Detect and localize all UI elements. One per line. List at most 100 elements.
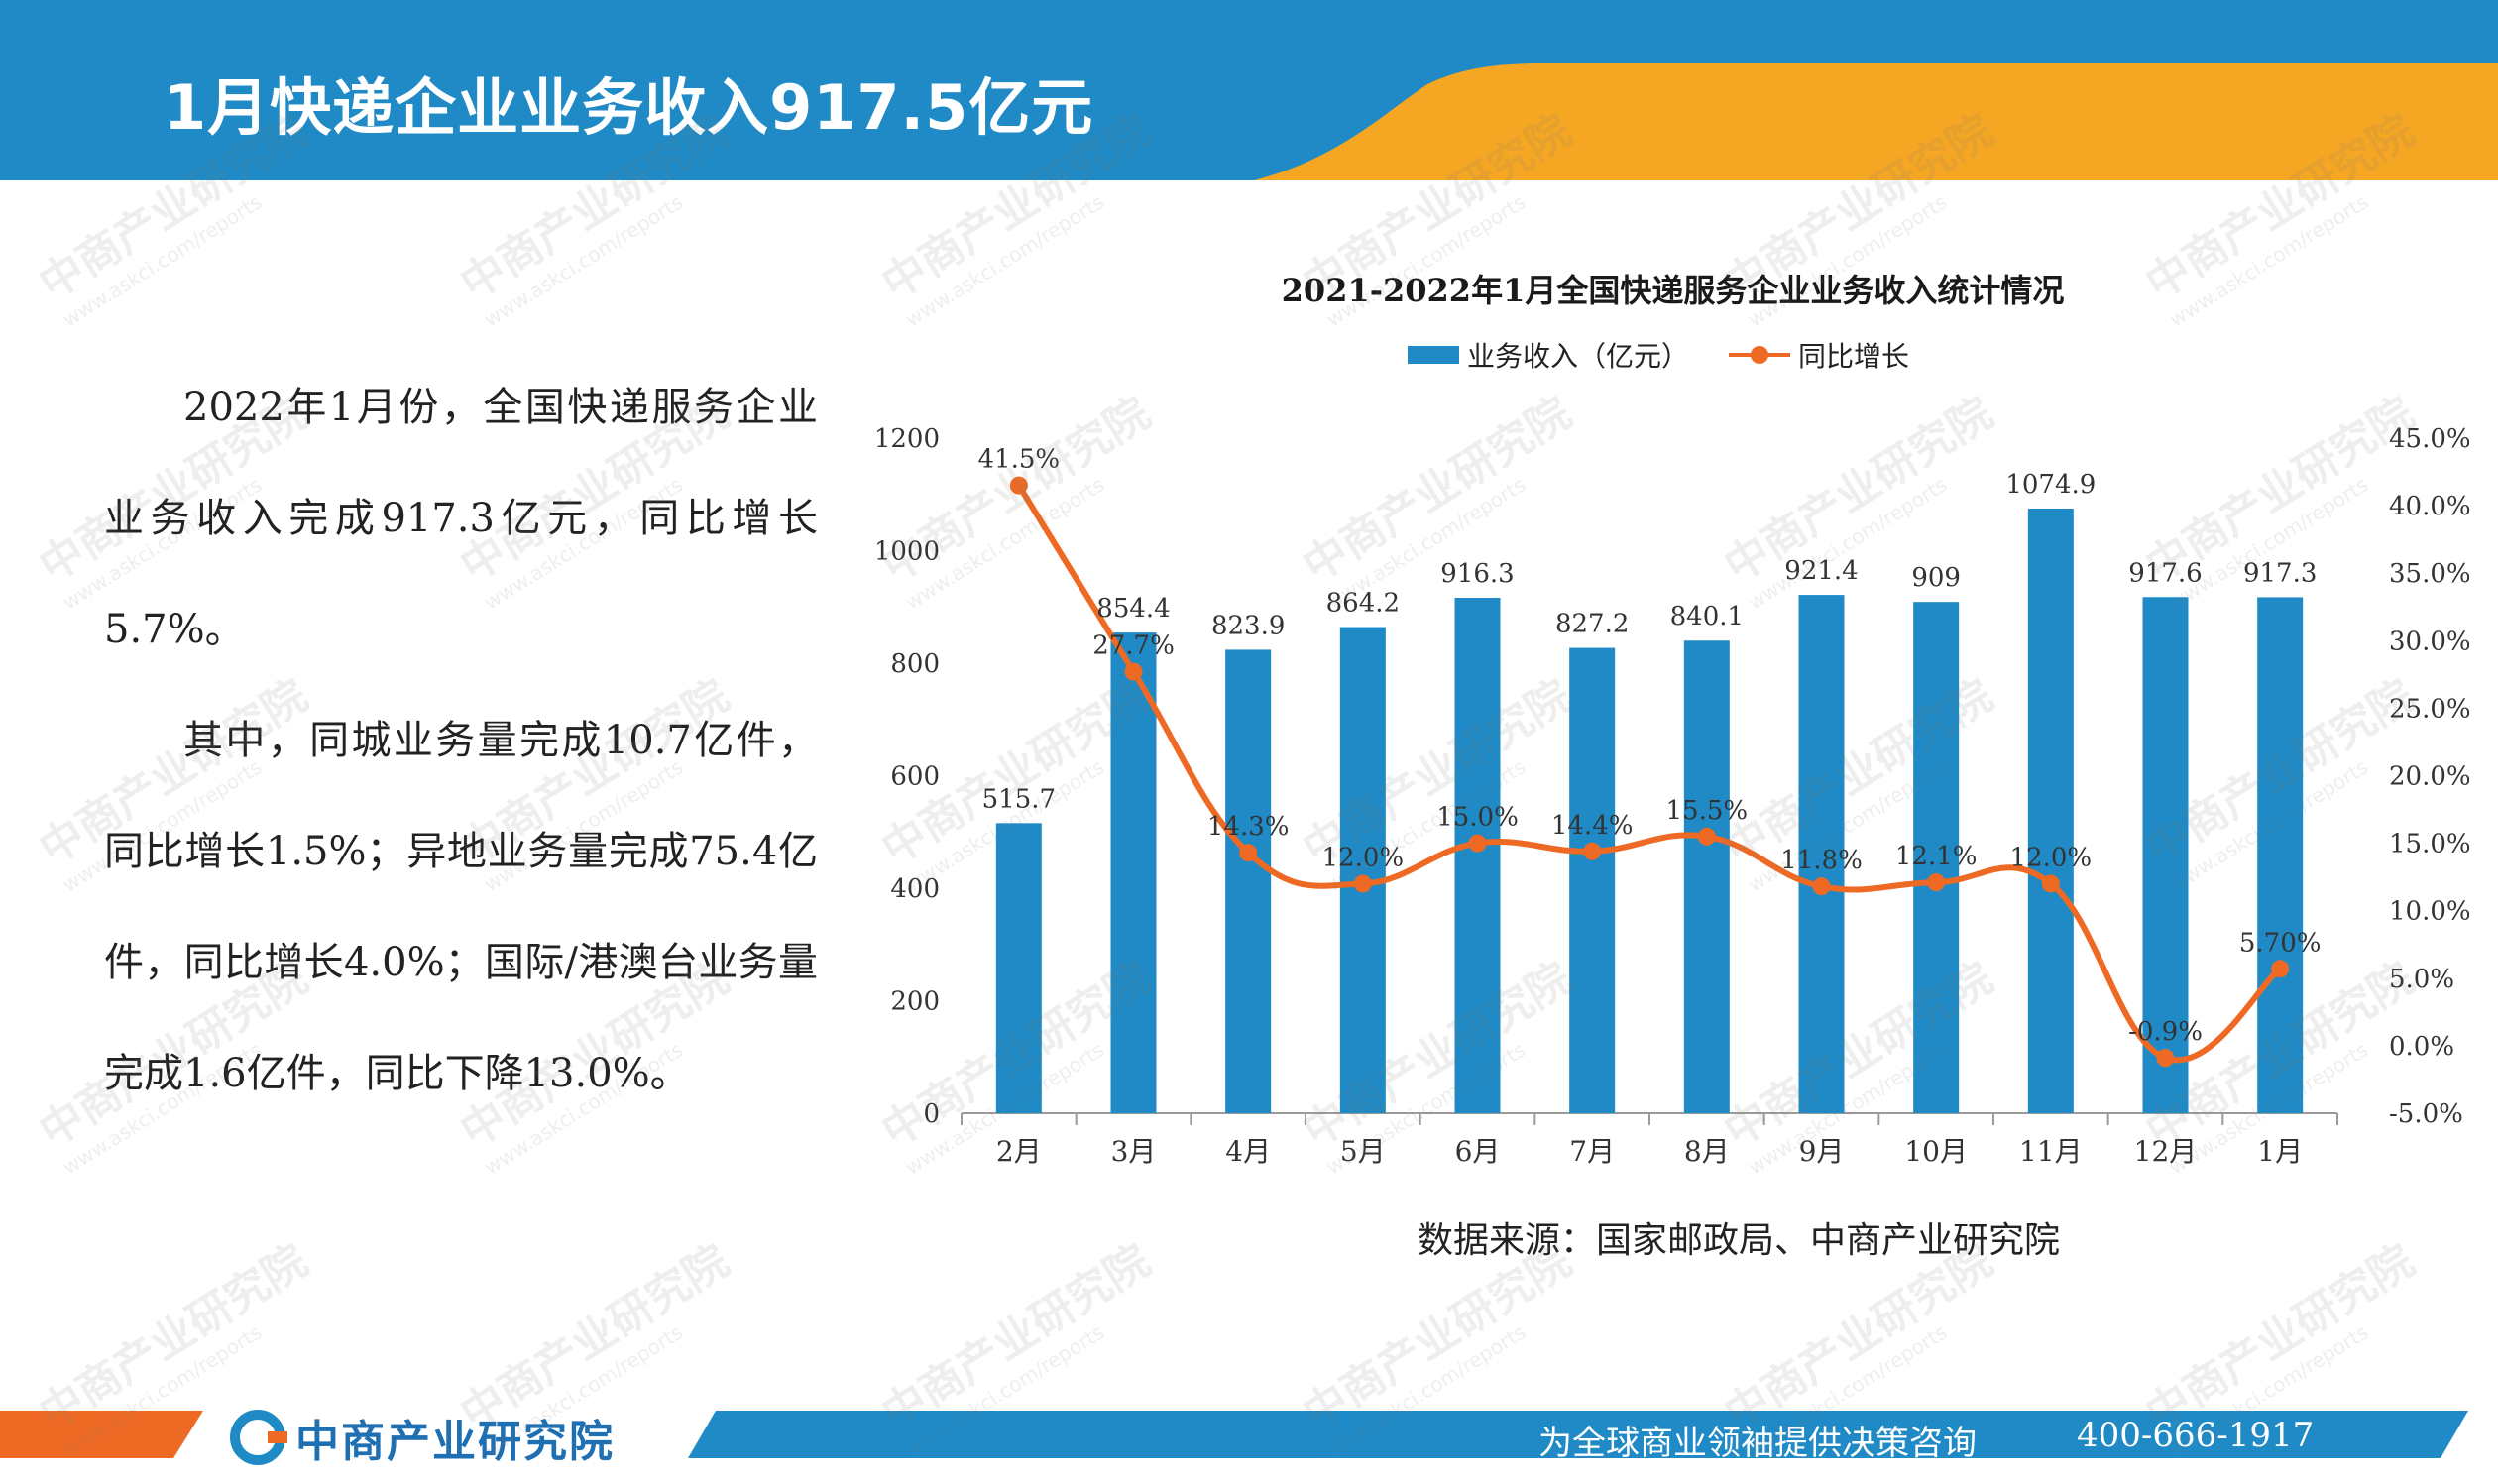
x-category-label: 8月: [1684, 1135, 1730, 1168]
y-right-tick-label: 25.0%: [2389, 694, 2471, 724]
x-category-label: 6月: [1455, 1135, 1501, 1168]
y-right-tick-label: 20.0%: [2389, 762, 2471, 792]
revenue-data-label: 854.4: [1096, 594, 1170, 624]
header-banner: 1月快递企业业务收入917.5亿元: [0, 0, 2498, 180]
chart-legend: 业务收入（亿元） 同比增长: [1408, 335, 1949, 375]
revenue-bar: [2257, 597, 2304, 1113]
legend-swatch-growth: [1729, 346, 1791, 364]
footer-phone: 400-666-1917: [2077, 1416, 2315, 1455]
growth-point: [1697, 827, 1716, 846]
revenue-bar: [1569, 647, 1616, 1113]
footer-logo: 中商产业研究院: [230, 1406, 615, 1469]
chart-title: 2021-2022年1月全国快递服务企业业务收入统计情况: [1281, 272, 2065, 309]
x-category-label: 5月: [1340, 1135, 1386, 1168]
header-background: [0, 0, 2498, 180]
x-category-label: 11月: [2019, 1135, 2083, 1168]
x-category-label: 1月: [2257, 1135, 2303, 1168]
growth-point: [1124, 662, 1143, 681]
growth-point: [1239, 844, 1258, 862]
y-left-tick-label: 200: [890, 987, 940, 1017]
x-category-label: 2月: [996, 1135, 1042, 1168]
x-category-label: 10月: [1904, 1135, 1968, 1168]
y-right-tick-label: 30.0%: [2389, 627, 2471, 656]
growth-line: [1015, 482, 2284, 1064]
y-right-tick-label: 10.0%: [2389, 897, 2471, 927]
x-category-label: 7月: [1569, 1135, 1615, 1168]
revenue-data-label: 840.1: [1670, 602, 1744, 631]
growth-point: [1812, 877, 1831, 896]
growth-point: [1353, 874, 1372, 893]
growth-point: [2271, 960, 2290, 978]
description-text: 2022年1月份，全国快递服务企业业务收入完成917.3亿元，同比增长5.7%。…: [104, 352, 818, 1129]
growth-data-label: 15.5%: [1666, 796, 1749, 826]
revenue-bar: [1225, 649, 1272, 1113]
x-category-label: 12月: [2134, 1135, 2198, 1168]
y-right-tick-label: 0.0%: [2389, 1032, 2454, 1062]
y-left-tick-label: 1000: [874, 537, 940, 567]
revenue-data-label: 864.2: [1326, 589, 1400, 619]
revenue-bar: [1798, 595, 1845, 1113]
description-paragraph-1: 2022年1月份，全国快递服务企业业务收入完成917.3亿元，同比增长5.7%。: [104, 385, 818, 652]
revenue-data-label: 515.7: [982, 784, 1056, 814]
legend-label-growth: 同比增长: [1798, 340, 1910, 373]
revenue-data-label: 1074.9: [2005, 470, 2096, 500]
revenue-bar: [1683, 640, 1730, 1113]
growth-data-label: 14.3%: [1207, 812, 1290, 842]
y-left-tick-label: 0: [923, 1099, 940, 1129]
revenue-data-label: 916.3: [1440, 559, 1514, 589]
legend-item-revenue: 业务收入（亿元）: [1408, 335, 1689, 375]
growth-point: [1009, 476, 1028, 495]
growth-data-label: 12.1%: [1895, 842, 1978, 871]
growth-data-label: 11.8%: [1780, 846, 1863, 875]
growth-data-label: 15.0%: [1436, 803, 1519, 833]
y-right-tick-label: 45.0%: [2389, 424, 2471, 454]
y-right-tick-label: 35.0%: [2389, 559, 2471, 589]
growth-point: [1927, 873, 1946, 892]
logo-icon: [230, 1410, 287, 1465]
revenue-data-label: 909: [1911, 563, 1961, 593]
y-right-tick-label: 5.0%: [2389, 965, 2454, 994]
revenue-bar: [995, 823, 1042, 1113]
data-source: 数据来源：国家邮政局、中商产业研究院: [1418, 1220, 2061, 1261]
y-right-tick-label: 40.0%: [2389, 492, 2471, 521]
y-right-tick-label: -5.0%: [2389, 1099, 2463, 1129]
legend-swatch-revenue: [1408, 346, 1459, 364]
growth-point: [1468, 834, 1487, 853]
revenue-bar: [1454, 597, 1501, 1113]
growth-point: [1583, 842, 1602, 860]
footer-bar: [0, 1403, 2498, 1484]
growth-data-label: 14.4%: [1551, 811, 1634, 841]
revenue-data-label: 917.6: [2128, 558, 2202, 588]
revenue-data-label: 921.4: [1784, 556, 1858, 586]
page-title: 1月快递企业业务收入917.5亿元: [164, 71, 1094, 144]
growth-data-label: 12.0%: [2010, 843, 2093, 872]
revenue-bar: [1913, 602, 1960, 1113]
growth-point: [2041, 874, 2060, 893]
growth-point: [2156, 1049, 2175, 1068]
revenue-bar: [2142, 597, 2189, 1113]
revenue-bar: [1110, 632, 1157, 1113]
growth-data-label: 12.0%: [1322, 843, 1405, 872]
description-paragraph-2: 其中，同城业务量完成10.7亿件，同比增长1.5%；异地业务量完成75.4亿件，…: [104, 718, 818, 1096]
y-left-tick-label: 600: [890, 762, 940, 792]
growth-data-label: 27.7%: [1092, 631, 1175, 661]
x-category-label: 9月: [1799, 1135, 1845, 1168]
y-left-tick-label: 800: [890, 649, 940, 679]
y-left-tick-label: 400: [890, 874, 940, 904]
footer-background: [0, 1411, 2468, 1458]
growth-data-label: 41.5%: [978, 445, 1061, 475]
x-category-label: 4月: [1225, 1135, 1271, 1168]
revenue-bar: [2027, 508, 2074, 1113]
x-category-label: 3月: [1111, 1135, 1157, 1168]
y-right-tick-label: 15.0%: [2389, 830, 2471, 859]
growth-data-label: 5.70%: [2239, 928, 2322, 958]
legend-item-growth: 同比增长: [1729, 335, 1909, 375]
revenue-data-label: 823.9: [1211, 611, 1285, 640]
y-left-tick-label: 1200: [874, 424, 940, 454]
footer-slogan: 为全球商业领袖提供决策咨询: [1538, 1424, 1977, 1463]
revenue-bar: [1339, 627, 1386, 1113]
legend-label-revenue: 业务收入（亿元）: [1467, 340, 1690, 373]
revenue-data-label: 827.2: [1555, 610, 1629, 639]
growth-data-label: -0.9%: [2128, 1017, 2203, 1047]
